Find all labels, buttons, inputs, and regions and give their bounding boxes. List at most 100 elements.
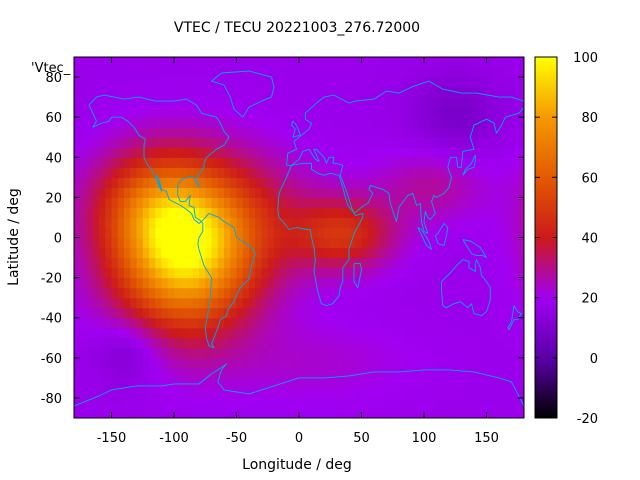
heatmap-cell bbox=[411, 387, 419, 399]
heatmap-cell bbox=[99, 67, 106, 78]
heatmap-cell bbox=[417, 117, 425, 128]
heatmap-cell bbox=[280, 167, 288, 178]
heatmap-cell bbox=[149, 357, 156, 369]
heatmap-cell bbox=[236, 317, 244, 329]
heatmap-cell bbox=[92, 157, 100, 168]
heatmap-cell bbox=[199, 187, 206, 198]
heatmap-cell bbox=[274, 187, 281, 198]
heatmap-cell bbox=[236, 287, 244, 299]
heatmap-cell bbox=[142, 207, 150, 219]
heatmap-cell bbox=[255, 157, 263, 168]
heatmap-cell bbox=[242, 97, 250, 108]
heatmap-cell bbox=[299, 57, 306, 68]
heatmap-cell bbox=[455, 147, 463, 158]
heatmap-cell bbox=[180, 227, 188, 239]
heatmap-cell bbox=[511, 117, 519, 128]
heatmap-cell bbox=[436, 337, 444, 349]
heatmap-cell bbox=[92, 387, 100, 399]
heatmap-cell bbox=[192, 57, 200, 68]
heatmap-cell bbox=[205, 217, 213, 229]
heatmap-cell bbox=[399, 117, 406, 128]
heatmap-cell bbox=[499, 217, 506, 229]
heatmap-cell bbox=[430, 237, 438, 249]
heatmap-cell bbox=[449, 67, 456, 78]
heatmap-cell bbox=[192, 287, 200, 299]
heatmap-cell bbox=[249, 407, 256, 418]
heatmap-cell bbox=[486, 237, 494, 249]
heatmap-cell bbox=[167, 357, 175, 369]
heatmap-cell bbox=[99, 317, 106, 329]
heatmap-cell bbox=[492, 147, 500, 158]
heatmap-cell bbox=[336, 377, 344, 389]
heatmap-cell bbox=[261, 67, 269, 78]
heatmap-cell bbox=[74, 357, 81, 369]
heatmap-cell bbox=[199, 67, 206, 78]
heatmap-cell bbox=[186, 267, 194, 279]
y-tick-label: -60 bbox=[41, 352, 62, 367]
heatmap-cell bbox=[167, 307, 175, 319]
heatmap-cell bbox=[417, 257, 425, 269]
heatmap-cell bbox=[149, 97, 156, 108]
heatmap-cell bbox=[124, 227, 131, 239]
heatmap-cell bbox=[86, 297, 94, 309]
heatmap-cell bbox=[342, 347, 350, 359]
heatmap-cell bbox=[380, 137, 388, 148]
heatmap-cell bbox=[136, 297, 144, 309]
heatmap-cell bbox=[180, 57, 188, 68]
heatmap-cell bbox=[186, 237, 194, 249]
heatmap-cell bbox=[186, 357, 194, 369]
heatmap-cell bbox=[424, 397, 431, 409]
heatmap-cell bbox=[167, 297, 175, 309]
heatmap-cell bbox=[505, 267, 513, 279]
heatmap-cell bbox=[161, 157, 169, 168]
heatmap-cell bbox=[386, 97, 394, 108]
heatmap-cell bbox=[399, 237, 406, 249]
heatmap-cell bbox=[236, 157, 244, 168]
heatmap-cell bbox=[424, 257, 431, 269]
heatmap-cell bbox=[511, 77, 519, 88]
heatmap-cell bbox=[230, 397, 238, 409]
heatmap-cell bbox=[492, 287, 500, 299]
heatmap-cell bbox=[455, 287, 463, 299]
heatmap-cell bbox=[74, 97, 81, 108]
heatmap-cell bbox=[492, 157, 500, 168]
heatmap-cell bbox=[449, 267, 456, 279]
heatmap-cell bbox=[99, 377, 106, 389]
heatmap-cell bbox=[449, 277, 456, 289]
heatmap-cell bbox=[430, 287, 438, 299]
heatmap-cell bbox=[467, 357, 475, 369]
heatmap-cell bbox=[324, 137, 331, 148]
heatmap-cell bbox=[136, 307, 144, 319]
heatmap-cell bbox=[311, 217, 319, 229]
heatmap-cell bbox=[105, 127, 113, 138]
heatmap-cell bbox=[286, 307, 294, 319]
heatmap-cell bbox=[130, 87, 138, 98]
heatmap-cell bbox=[74, 287, 81, 299]
heatmap-cell bbox=[136, 357, 144, 369]
heatmap-cell bbox=[105, 267, 113, 279]
heatmap-cell bbox=[355, 407, 363, 418]
heatmap-cell bbox=[299, 117, 306, 128]
heatmap-cell bbox=[455, 257, 463, 269]
heatmap-cell bbox=[367, 137, 375, 148]
heatmap-cell bbox=[517, 117, 524, 128]
heatmap-cell bbox=[111, 97, 119, 108]
heatmap-cell bbox=[461, 267, 469, 279]
heatmap-cell bbox=[205, 307, 213, 319]
heatmap-cell bbox=[124, 287, 131, 299]
heatmap-cell bbox=[417, 107, 425, 118]
heatmap-cell bbox=[149, 77, 156, 88]
heatmap-cell bbox=[411, 67, 419, 78]
heatmap-cell bbox=[224, 377, 231, 389]
heatmap-cell bbox=[367, 407, 375, 418]
heatmap-cell bbox=[211, 107, 219, 118]
heatmap-cell bbox=[117, 377, 125, 389]
heatmap-cell bbox=[280, 407, 288, 418]
heatmap-cell bbox=[467, 237, 475, 249]
heatmap-cell bbox=[255, 197, 263, 209]
heatmap-cell bbox=[105, 277, 113, 289]
heatmap-cell bbox=[217, 87, 225, 98]
heatmap-cell bbox=[511, 397, 519, 409]
heatmap-cell bbox=[324, 197, 331, 209]
heatmap-cell bbox=[467, 327, 475, 339]
